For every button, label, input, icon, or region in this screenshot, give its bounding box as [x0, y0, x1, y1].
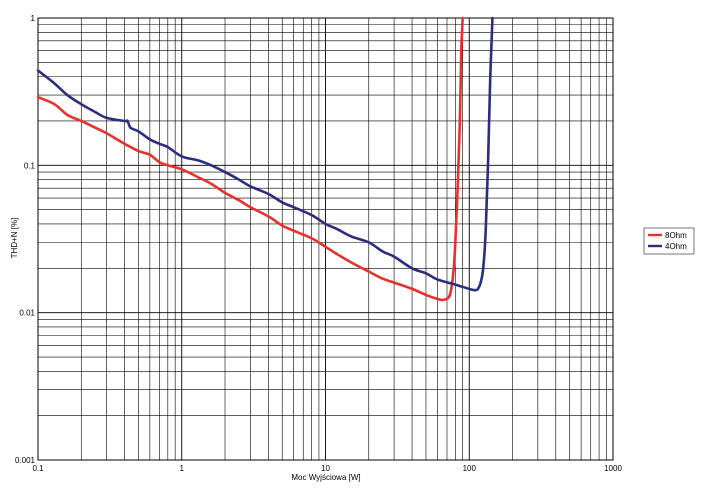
x-tick-label: 0.1: [32, 464, 44, 473]
tick-label-layer: 0.1 1 10 100 1000 1 0.1 0.01 0.001: [15, 14, 622, 473]
series-layer: [36, 16, 494, 302]
legend-box: [643, 227, 695, 255]
x-tick-label: 100: [463, 464, 477, 473]
legend-label-4ohm: 4Ohm: [665, 242, 687, 251]
series-line-4ohm: [36, 16, 494, 292]
legend: 8Ohm 4Ohm: [643, 227, 695, 255]
legend-label-8ohm: 8Ohm: [665, 231, 687, 240]
y-tick-label: 0.1: [24, 161, 36, 170]
x-tick-label: 10: [321, 464, 330, 473]
x-tick-label: 1000: [604, 464, 622, 473]
series-line-8ohm: [36, 16, 464, 302]
x-tick-label: 1: [180, 464, 185, 473]
y-axis-label: THD+N [%]: [10, 218, 19, 259]
y-tick-label: 0.01: [19, 309, 35, 318]
y-tick-label: 1: [31, 14, 36, 23]
x-axis-label: Moc Wyjściowa [W]: [291, 473, 360, 482]
y-tick-label: 0.001: [15, 456, 36, 465]
grid-layer: [37, 17, 614, 461]
